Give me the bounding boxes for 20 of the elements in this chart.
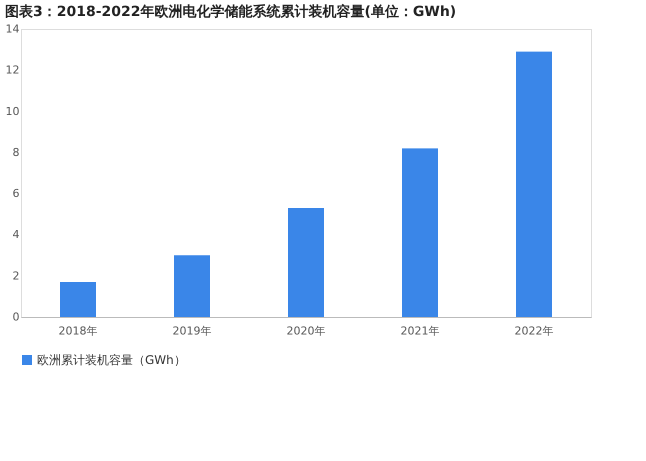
bar — [402, 148, 438, 317]
y-tick-label: 12 — [6, 64, 20, 77]
x-tick-label: 2021年 — [400, 324, 440, 338]
y-tick-label: 2 — [12, 269, 20, 282]
legend-label: 欧洲累计装机容量（GWh） — [37, 353, 186, 367]
bar — [174, 255, 210, 317]
y-tick-label: 8 — [12, 146, 20, 159]
bar — [516, 52, 552, 317]
x-tick-label: 2020年 — [286, 324, 326, 338]
y-tick-label: 4 — [12, 228, 20, 242]
x-tick-label: 2019年 — [172, 324, 212, 338]
y-tick-label: 6 — [12, 187, 20, 200]
bar — [288, 208, 324, 317]
y-tick-label: 14 — [6, 22, 20, 36]
x-tick-label: 2018年 — [58, 324, 98, 338]
x-tick-label: 2022年 — [514, 324, 554, 338]
chart-title: 图表3：2018-2022年欧洲电化学储能系统累计装机容量(单位：GWh) — [5, 3, 456, 20]
bar — [60, 282, 96, 317]
y-tick-label: 0 — [12, 310, 20, 324]
y-tick-label: 10 — [6, 104, 20, 118]
